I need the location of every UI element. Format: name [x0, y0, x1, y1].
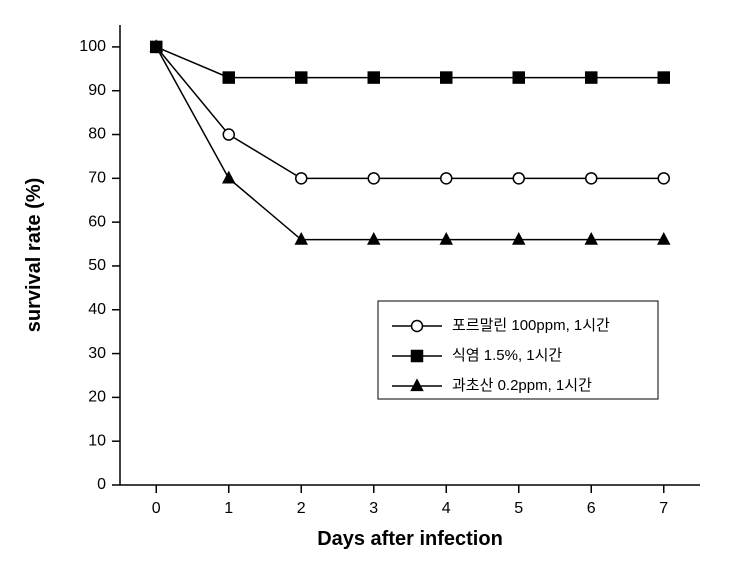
- marker-triangle: [223, 172, 234, 182]
- marker-triangle: [441, 234, 452, 244]
- legend-label: 과초산 0.2ppm, 1시간: [452, 377, 592, 394]
- chart-svg: 0 10 20 30 40 50 60 70 80 90 100 0 1 2 3 4 5 6 7 Days after…: [0, 0, 742, 582]
- x-tick-label: 5: [514, 500, 523, 517]
- series-line-formalin: [156, 47, 664, 178]
- marker-square: [586, 72, 597, 83]
- x-tick-label: 3: [369, 500, 378, 517]
- marker-circle: [658, 173, 669, 184]
- y-tick-label: 0: [97, 476, 106, 493]
- y-tick-label: 90: [88, 82, 106, 99]
- marker-triangle: [296, 234, 307, 244]
- x-tick-label: 2: [297, 500, 306, 517]
- marker-circle: [586, 173, 597, 184]
- y-tick-label: 100: [79, 38, 106, 55]
- marker-circle: [223, 129, 234, 140]
- survival-rate-chart: 0 10 20 30 40 50 60 70 80 90 100 0 1 2 3 4 5 6 7 Days after…: [0, 0, 742, 582]
- y-axis-label: survival rate (%): [23, 178, 45, 333]
- marker-circle: [368, 173, 379, 184]
- marker-square: [412, 351, 423, 362]
- x-axis-label: Days after infection: [317, 528, 503, 550]
- marker-square: [513, 72, 524, 83]
- marker-square: [223, 72, 234, 83]
- y-tick-label: 40: [88, 301, 106, 318]
- x-tick-label: 6: [587, 500, 596, 517]
- marker-triangle: [368, 234, 379, 244]
- marker-square: [368, 72, 379, 83]
- marker-square: [658, 72, 669, 83]
- y-tick-label: 30: [88, 345, 106, 362]
- y-tick-label: 20: [88, 389, 106, 406]
- marker-circle: [441, 173, 452, 184]
- x-tick-label: 7: [659, 500, 668, 517]
- marker-circle: [513, 173, 524, 184]
- marker-square: [296, 72, 307, 83]
- legend-label: 포르말린 100ppm, 1시간: [452, 317, 610, 334]
- marker-triangle: [658, 234, 669, 244]
- x-tick-label: 4: [442, 500, 451, 517]
- y-tick-label: 70: [88, 170, 106, 187]
- legend-label: 식염 1.5%, 1시간: [452, 347, 562, 364]
- y-tick-label: 60: [88, 213, 106, 230]
- x-tick-label: 1: [224, 500, 233, 517]
- marker-square: [441, 72, 452, 83]
- x-tick-label: 0: [152, 500, 161, 517]
- marker-triangle: [513, 234, 524, 244]
- y-tick-label: 80: [88, 126, 106, 143]
- marker-circle: [296, 173, 307, 184]
- marker-circle: [412, 321, 423, 332]
- y-tick-label: 50: [88, 257, 106, 274]
- y-tick-label: 10: [88, 432, 106, 449]
- marker-triangle: [586, 234, 597, 244]
- marker-triangle: [412, 380, 423, 390]
